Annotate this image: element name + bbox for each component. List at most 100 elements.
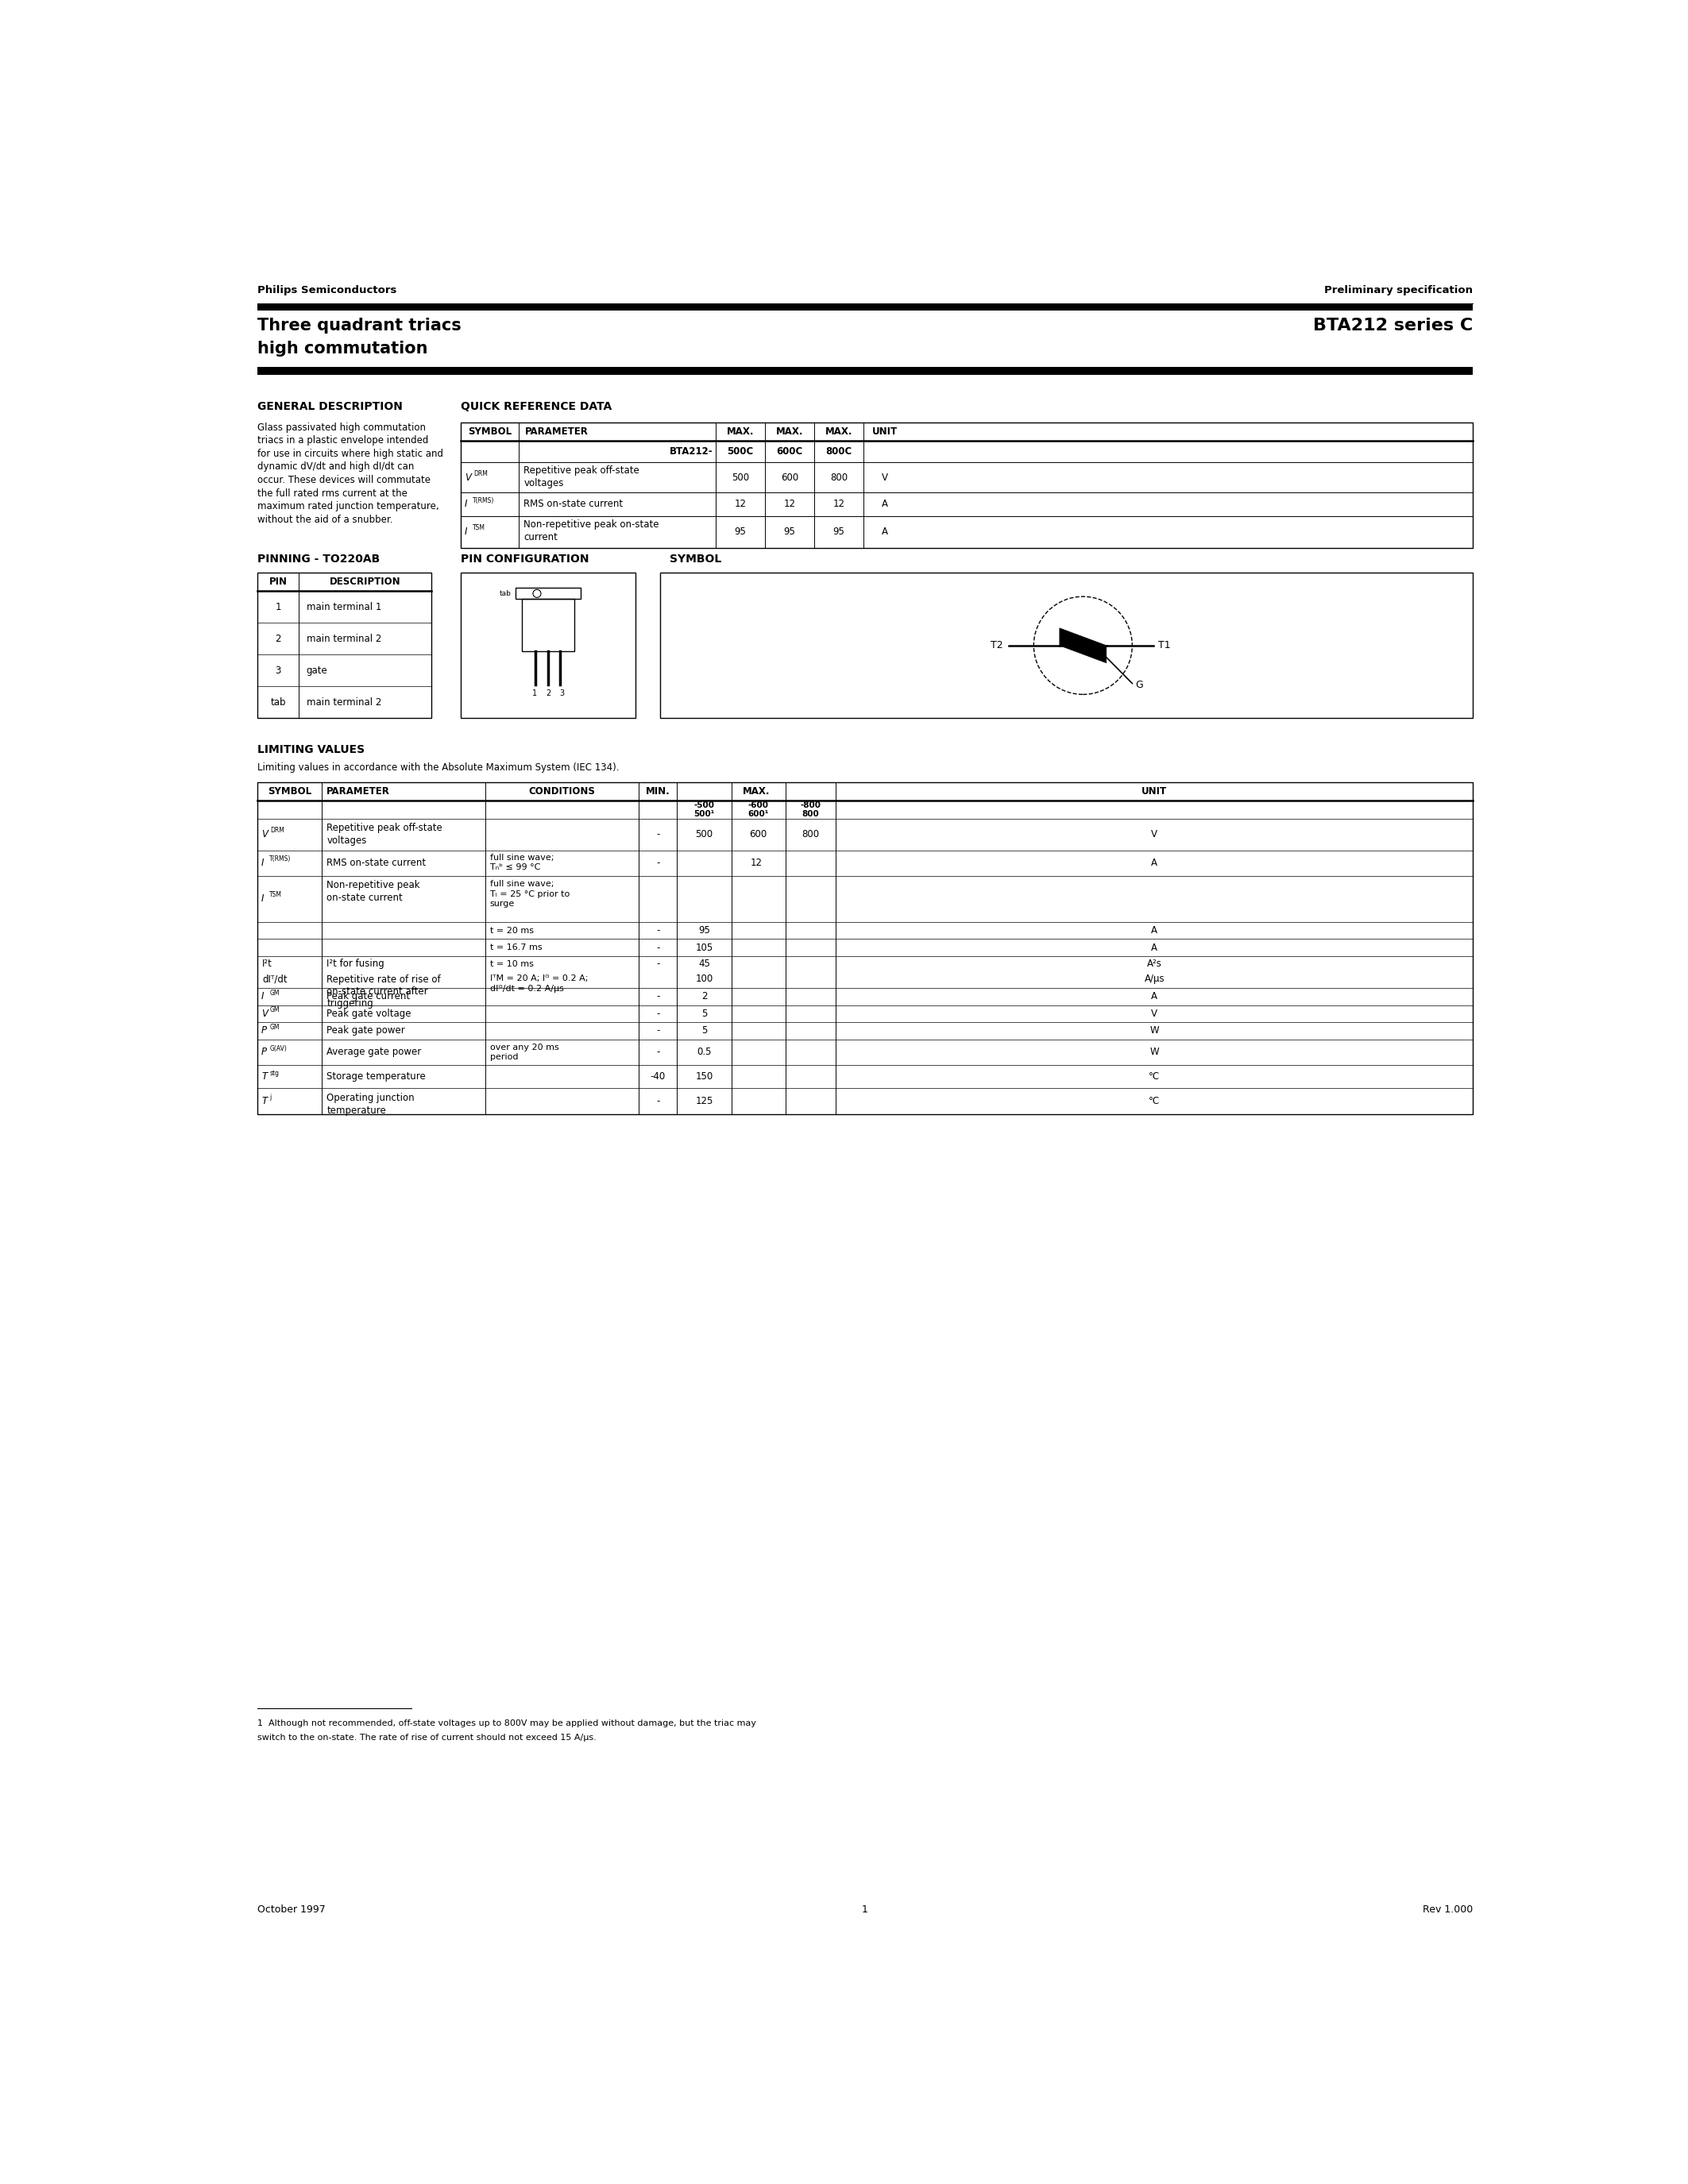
Text: T(RMS): T(RMS) — [270, 856, 292, 863]
Text: Peak gate current: Peak gate current — [327, 992, 410, 1002]
Text: -: - — [657, 992, 660, 1002]
Text: -: - — [657, 1096, 660, 1107]
Text: G: G — [1136, 679, 1143, 690]
Text: CONDITIONS: CONDITIONS — [528, 786, 596, 797]
Text: °C: °C — [1150, 1096, 1160, 1107]
Text: I: I — [262, 858, 265, 869]
Text: 3: 3 — [559, 690, 564, 697]
Text: DESCRIPTION: DESCRIPTION — [329, 577, 400, 587]
Text: MAX.: MAX. — [776, 426, 803, 437]
Text: 12: 12 — [783, 500, 795, 509]
Text: 95: 95 — [734, 526, 746, 537]
Text: UNIT: UNIT — [1141, 786, 1166, 797]
Text: I: I — [262, 992, 265, 1002]
Text: BTA212-: BTA212- — [670, 446, 712, 456]
Text: MIN.: MIN. — [647, 786, 670, 797]
Text: °C: °C — [1150, 1072, 1160, 1081]
Text: A²s: A²s — [1146, 959, 1161, 970]
Text: Peak gate voltage: Peak gate voltage — [327, 1009, 412, 1018]
Bar — [257, 572, 432, 719]
Text: Glass passivated high commutation: Glass passivated high commutation — [257, 422, 425, 432]
Text: j: j — [270, 1094, 272, 1101]
Text: I: I — [464, 500, 468, 509]
Text: T: T — [262, 1072, 267, 1081]
Bar — [461, 572, 636, 719]
Text: 95: 95 — [834, 526, 846, 537]
Text: BTA212 series C: BTA212 series C — [1313, 317, 1474, 334]
Bar — [517, 587, 581, 598]
Text: IᵀM = 20 A; Iᴳ = 0.2 A;
dIᴳ/dt = 0.2 A/μs: IᵀM = 20 A; Iᴳ = 0.2 A; dIᴳ/dt = 0.2 A/μ… — [490, 974, 587, 992]
Text: V: V — [881, 472, 888, 483]
Text: SYMBOL: SYMBOL — [468, 426, 511, 437]
Text: -: - — [657, 830, 660, 839]
Text: -: - — [657, 926, 660, 935]
Text: V: V — [1151, 1009, 1158, 1018]
Text: -: - — [657, 943, 660, 952]
Text: LIMITING VALUES: LIMITING VALUES — [257, 745, 365, 756]
Text: A: A — [881, 500, 888, 509]
Text: RMS on-state current: RMS on-state current — [327, 858, 425, 869]
Text: 125: 125 — [695, 1096, 712, 1107]
Bar — [660, 572, 1474, 719]
Text: high commutation: high commutation — [257, 341, 427, 356]
Text: 500C: 500C — [728, 446, 753, 456]
Text: over any 20 ms
period: over any 20 ms period — [490, 1044, 559, 1061]
Text: t = 16.7 ms: t = 16.7 ms — [490, 943, 542, 952]
Text: A/μs: A/μs — [1144, 974, 1165, 985]
Text: 12: 12 — [734, 500, 746, 509]
Text: -500
500¹: -500 500¹ — [694, 802, 714, 817]
Text: A: A — [1151, 926, 1158, 935]
Text: MAX.: MAX. — [743, 786, 770, 797]
Text: t = 10 ms: t = 10 ms — [490, 961, 533, 968]
Text: full sine wave;
Tₙᵇ ≤ 99 °C: full sine wave; Tₙᵇ ≤ 99 °C — [490, 854, 554, 871]
Text: V: V — [1151, 830, 1158, 839]
Text: Rev 1.000: Rev 1.000 — [1423, 1904, 1474, 1915]
Text: 100: 100 — [695, 974, 712, 985]
Text: DRM: DRM — [474, 470, 488, 478]
Text: maximum rated junction temperature,: maximum rated junction temperature, — [257, 500, 439, 511]
Text: I²t: I²t — [262, 959, 272, 970]
Text: DRM: DRM — [270, 826, 284, 834]
Text: tab: tab — [500, 590, 511, 596]
Text: A: A — [1151, 943, 1158, 952]
Text: W: W — [1150, 1046, 1160, 1057]
Text: SYMBOL: SYMBOL — [670, 553, 721, 563]
Text: dIᵀ/dt: dIᵀ/dt — [262, 974, 287, 985]
Text: t = 20 ms: t = 20 ms — [490, 926, 533, 935]
Text: for use in circuits where high static and: for use in circuits where high static an… — [257, 448, 442, 459]
Text: the full rated rms current at the: the full rated rms current at the — [257, 487, 407, 498]
Text: TSM: TSM — [473, 524, 486, 531]
Text: 105: 105 — [695, 943, 712, 952]
Text: 1: 1 — [532, 690, 537, 697]
Text: GM: GM — [270, 1024, 280, 1031]
Text: GM: GM — [270, 989, 280, 996]
Text: TSM: TSM — [270, 891, 282, 898]
Text: 95: 95 — [699, 926, 711, 935]
Text: W: W — [1150, 1026, 1160, 1035]
Text: 600C: 600C — [776, 446, 803, 456]
Text: 45: 45 — [699, 959, 711, 970]
Text: A: A — [1151, 992, 1158, 1002]
Text: T1: T1 — [1158, 640, 1170, 651]
Text: Repetitive rate of rise of
on-state current after
triggering: Repetitive rate of rise of on-state curr… — [327, 974, 441, 1009]
Text: V: V — [262, 1009, 268, 1018]
Text: A: A — [881, 526, 888, 537]
Text: V: V — [464, 472, 471, 483]
Text: 600: 600 — [782, 472, 798, 483]
Polygon shape — [1060, 629, 1106, 646]
Text: Repetitive peak off-state
voltages: Repetitive peak off-state voltages — [327, 823, 442, 845]
Text: Three quadrant triacs: Three quadrant triacs — [257, 317, 461, 334]
Text: main terminal 1: main terminal 1 — [307, 603, 381, 612]
Text: 5: 5 — [701, 1026, 707, 1035]
Text: Average gate power: Average gate power — [327, 1046, 422, 1057]
Text: Peak gate power: Peak gate power — [327, 1026, 405, 1035]
Text: -800
800: -800 800 — [800, 802, 820, 817]
Polygon shape — [1060, 646, 1106, 664]
Text: tab: tab — [270, 697, 285, 708]
Text: Repetitive peak off-state
voltages: Repetitive peak off-state voltages — [523, 465, 640, 489]
Text: -600
600¹: -600 600¹ — [748, 802, 768, 817]
Text: dynamic dV/dt and high dI/dt can: dynamic dV/dt and high dI/dt can — [257, 461, 414, 472]
Text: P: P — [262, 1046, 267, 1057]
Text: T(RMS): T(RMS) — [473, 498, 495, 505]
Text: GENERAL DESCRIPTION: GENERAL DESCRIPTION — [257, 402, 402, 413]
